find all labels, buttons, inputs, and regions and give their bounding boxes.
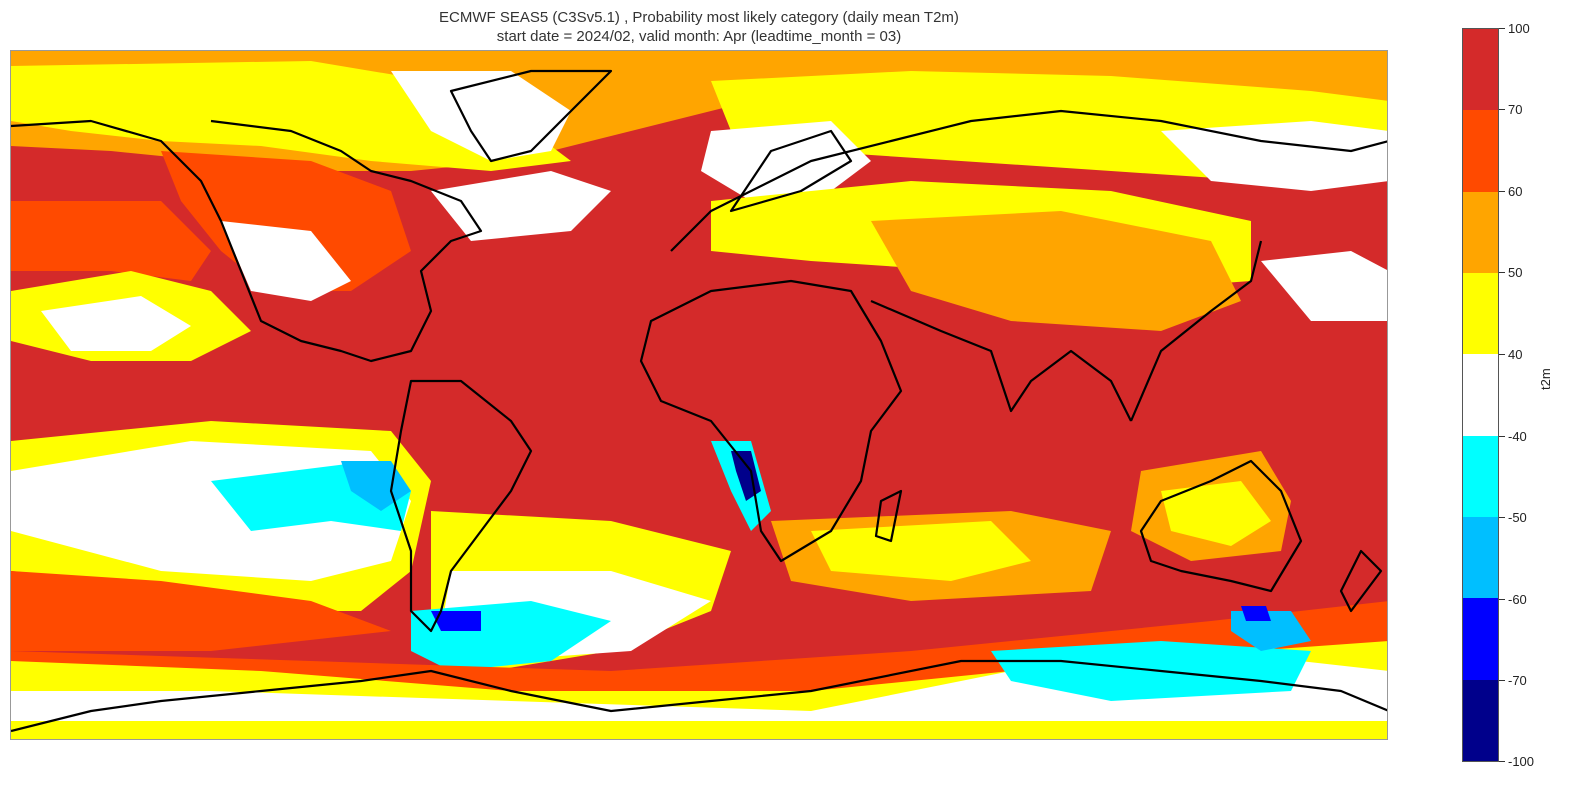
arctic-white-greenland: [391, 71, 571, 161]
colorbar-segment: [1463, 679, 1498, 761]
colorbar-tick-label: 70: [1508, 102, 1523, 117]
colorbar-tick: [1499, 109, 1505, 110]
south-atlantic-blue: [431, 611, 481, 631]
coast-scandinavia: [729, 129, 853, 213]
colorbar-tick-label: -40: [1508, 429, 1527, 444]
colorbar-tick: [1499, 680, 1505, 681]
title-line-2: start date = 2024/02, valid month: Apr (…: [496, 28, 902, 45]
pacific-north-white: [41, 296, 191, 351]
colorbar-tick: [1499, 191, 1505, 192]
colorbar-tick: [1499, 436, 1505, 437]
colorbar-segment: [1463, 598, 1498, 680]
north-america-white: [221, 221, 351, 301]
colorbar-tick-label: -100: [1508, 754, 1535, 769]
pacific-north-orange: [11, 201, 211, 281]
coast-madagascar: [874, 489, 903, 543]
colorbar-tick: [1499, 272, 1505, 273]
colorbar-segment: [1463, 29, 1498, 111]
colorbar-tick-label: 50: [1508, 265, 1523, 280]
world-map-svg: [11, 51, 1387, 739]
antarctic-blue: [1241, 606, 1271, 621]
colorbar-segment: [1463, 272, 1498, 355]
colorbar-tick-label: -70: [1508, 673, 1527, 688]
coast-africa: [639, 279, 903, 563]
colorbar-tick-label: 40: [1508, 347, 1523, 362]
colorbar-tick-label: -50: [1508, 510, 1527, 525]
coast-greenland: [449, 69, 613, 163]
coast-antarctica: [11, 659, 1387, 733]
pacific-east-white: [1261, 251, 1387, 321]
arctic-white-siberia: [1161, 121, 1387, 191]
antarctic-bottom-yellow: [11, 721, 1387, 739]
coast-australia: [1139, 459, 1303, 593]
coastlines: [11, 69, 1387, 733]
colorbar-tick-label: -60: [1508, 592, 1527, 607]
colorbar-tick-label: 60: [1508, 184, 1523, 199]
world-map: [10, 50, 1388, 740]
australia-yellow: [1161, 481, 1271, 546]
colorbar-tick: [1499, 599, 1505, 600]
coast-east-asia: [1129, 240, 1263, 422]
map-title: ECMWF SEAS5 (C3Sv5.1) , Probability most…: [10, 8, 1388, 46]
asia-orange: [871, 211, 1241, 331]
colorbar-tick: [1499, 761, 1505, 762]
colorbar-title: t2m: [1538, 368, 1553, 390]
colorbar-segment: [1463, 110, 1498, 192]
coast-eurasia: [670, 109, 1387, 252]
south-pacific-orange-arc: [11, 571, 391, 651]
colorbar: [1462, 28, 1499, 762]
colorbar-tick: [1499, 354, 1505, 355]
coast-new-zealand: [1339, 549, 1383, 613]
colorbar-tick-label: 100: [1508, 21, 1530, 36]
coast-north-america: [11, 119, 483, 363]
colorbar-tick: [1499, 28, 1505, 29]
colorbar-segment: [1463, 435, 1498, 517]
title-line-1: ECMWF SEAS5 (C3Sv5.1) , Probability most…: [439, 9, 959, 26]
colorbar-segment: [1463, 191, 1498, 273]
coast-arabia-india: [870, 299, 1132, 422]
coast-south-america: [389, 379, 533, 633]
colorbar-tick: [1499, 517, 1505, 518]
north-america-mix: [161, 151, 411, 291]
indian-ocean-yellow: [811, 521, 1031, 581]
scandinavia-white: [701, 121, 871, 201]
colorbar-segment: [1463, 516, 1498, 599]
colorbar-segment: [1463, 354, 1498, 436]
